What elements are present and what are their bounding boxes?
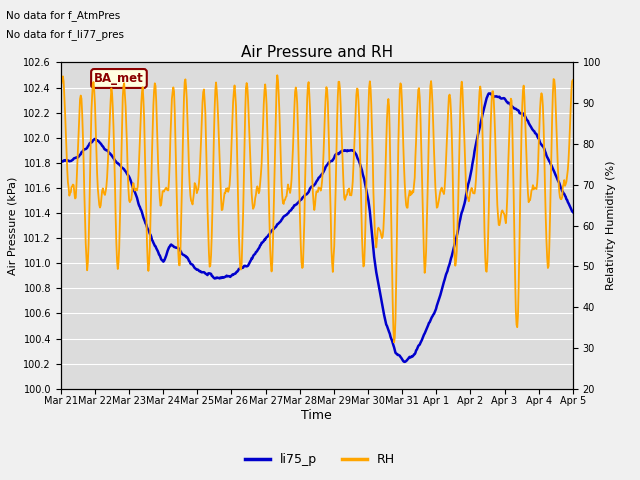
Y-axis label: Relativity Humidity (%): Relativity Humidity (%)	[607, 161, 616, 290]
Text: No data for f_li77_pres: No data for f_li77_pres	[6, 29, 124, 40]
Text: No data for f_AtmPres: No data for f_AtmPres	[6, 10, 121, 21]
Title: Air Pressure and RH: Air Pressure and RH	[241, 45, 393, 60]
Text: BA_met: BA_met	[94, 72, 144, 85]
X-axis label: Time: Time	[301, 409, 332, 422]
Y-axis label: Air Pressure (kPa): Air Pressure (kPa)	[8, 177, 18, 275]
Legend: li75_p, RH: li75_p, RH	[240, 448, 400, 471]
